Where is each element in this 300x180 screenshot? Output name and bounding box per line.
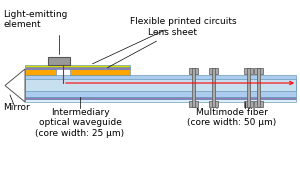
Bar [48, 57, 70, 65]
Bar [212, 68, 214, 107]
Bar [25, 97, 296, 99]
Bar [189, 68, 198, 74]
Bar [209, 68, 218, 74]
Bar [25, 65, 130, 67]
Bar [244, 101, 253, 107]
Bar [25, 67, 130, 69]
Polygon shape [5, 69, 25, 102]
Bar [254, 101, 263, 107]
Text: Intermediary
optical waveguide
(core width: 25 μm): Intermediary optical waveguide (core wid… [35, 108, 124, 138]
Text: Lens sheet: Lens sheet [107, 28, 197, 68]
Text: Light-emitting
element: Light-emitting element [3, 10, 68, 54]
Bar [70, 69, 130, 75]
Text: Multimode fiber
(core width: 50 μm): Multimode fiber (core width: 50 μm) [188, 108, 277, 127]
Bar [191, 68, 194, 107]
Bar [25, 69, 56, 75]
Bar [256, 68, 260, 107]
Text: Mirror: Mirror [3, 103, 30, 112]
Text: Flexible printed circuits: Flexible printed circuits [92, 17, 237, 64]
Bar [25, 75, 296, 97]
Bar [209, 101, 218, 107]
Bar [254, 68, 263, 74]
Bar [244, 68, 253, 74]
Bar [247, 68, 250, 107]
Bar [25, 79, 296, 91]
Bar [25, 99, 296, 102]
Bar [189, 101, 198, 107]
